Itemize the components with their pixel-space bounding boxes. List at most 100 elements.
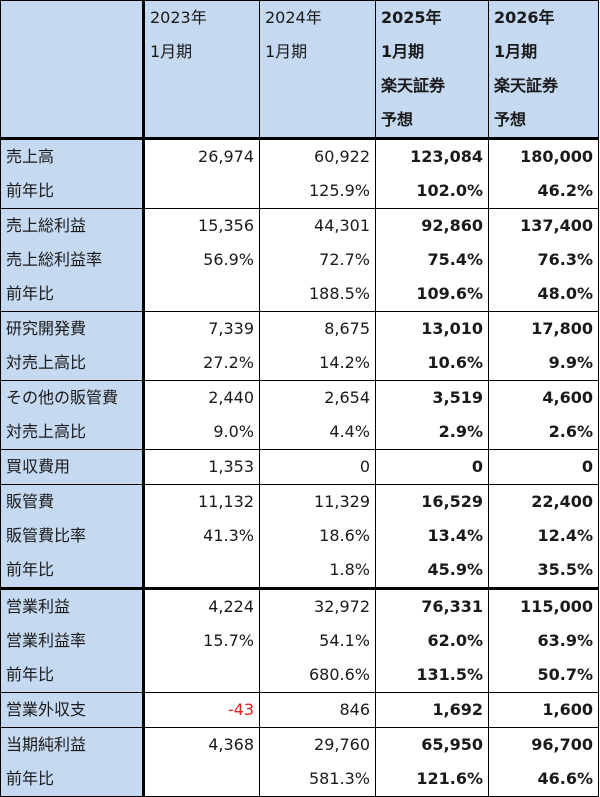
row-label: 販管費: [0, 484, 145, 519]
table-cell: 125.9%: [259, 174, 376, 209]
table-row: 売上総利益 15,356 44,301 92,860 137,400: [0, 208, 599, 243]
table-cell: 846: [259, 692, 376, 728]
table-cell: 45.9%: [375, 553, 489, 589]
table-cell: 180,000: [488, 138, 599, 174]
table-cell: 137,400: [488, 208, 599, 243]
table-cell: 32,972: [259, 587, 376, 624]
table-cell: -43: [143, 692, 260, 728]
table-cell: 2,440: [143, 380, 260, 415]
table-cell: 17,800: [488, 311, 599, 346]
table-cell: [143, 174, 260, 209]
table-cell: 29,760: [259, 727, 376, 762]
table-cell: [143, 762, 260, 797]
table-cell: 76,331: [375, 587, 489, 624]
table-row: 対売上高比 27.2% 14.2% 10.6% 9.9%: [0, 346, 599, 381]
table-row: 売上総利益率 56.9% 72.7% 75.4% 76.3%: [0, 243, 599, 277]
table-cell: 72.7%: [259, 243, 376, 277]
table-row: 販管費比率 41.3% 18.6% 13.4% 12.4%: [0, 519, 599, 553]
table-row: 営業利益率 15.7% 54.1% 62.0% 63.9%: [0, 624, 599, 658]
table-cell: 9.0%: [143, 415, 260, 450]
table-cell: 1,353: [143, 449, 260, 485]
table-cell: 44,301: [259, 208, 376, 243]
table-row: 営業利益 4,224 32,972 76,331 115,000: [0, 587, 599, 624]
row-label: 売上総利益: [0, 208, 145, 243]
row-label: 前年比: [0, 553, 145, 589]
header-fy2026-forecast: 2026年 1月期 楽天証券 予想: [488, 0, 599, 140]
table-cell: 4,224: [143, 587, 260, 624]
table-cell: 76.3%: [488, 243, 599, 277]
table-row: 営業外収支 -43 846 1,692 1,600: [0, 692, 599, 728]
table-cell: 65,950: [375, 727, 489, 762]
table-body: 売上高 26,974 60,922 123,084 180,000 前年比 125.9% 10…: [0, 138, 599, 797]
table-row: 研究開発費 7,339 8,675 13,010 17,800: [0, 311, 599, 346]
table-cell: 2.9%: [375, 415, 489, 450]
row-label: 前年比: [0, 762, 145, 797]
table-cell: 0: [488, 449, 599, 485]
table-cell: 15,356: [143, 208, 260, 243]
table-cell: 15.7%: [143, 624, 260, 658]
table-cell: 0: [259, 449, 376, 485]
row-label: その他の販管費: [0, 380, 145, 415]
header-fy2025-forecast: 2025年 1月期 楽天証券 予想: [375, 0, 489, 140]
table-cell: 62.0%: [375, 624, 489, 658]
table-row: 販管費 11,132 11,329 16,529 22,400: [0, 484, 599, 519]
table-cell: 1,600: [488, 692, 599, 728]
table-cell: 11,132: [143, 484, 260, 519]
table-row: その他の販管費 2,440 2,654 3,519 4,600: [0, 380, 599, 415]
table-cell: 680.6%: [259, 658, 376, 693]
table-row: 前年比 125.9% 102.0% 46.2%: [0, 174, 599, 209]
table-cell: 75.4%: [375, 243, 489, 277]
table-cell: 54.1%: [259, 624, 376, 658]
table-row: 当期純利益 4,368 29,760 65,950 96,700: [0, 727, 599, 762]
table-cell: 18.6%: [259, 519, 376, 553]
table-row: 前年比 1.8% 45.9% 35.5%: [0, 553, 599, 589]
table-cell: 13.4%: [375, 519, 489, 553]
table-cell: 3,519: [375, 380, 489, 415]
table-cell: 102.0%: [375, 174, 489, 209]
table-cell: 2,654: [259, 380, 376, 415]
table-cell: 2.6%: [488, 415, 599, 450]
row-label: 販管費比率: [0, 519, 145, 553]
row-label: 営業外収支: [0, 692, 145, 728]
table-cell: 50.7%: [488, 658, 599, 693]
table-cell: 188.5%: [259, 277, 376, 312]
table-cell: 27.2%: [143, 346, 260, 381]
table-cell: 4,368: [143, 727, 260, 762]
table-cell: 92,860: [375, 208, 489, 243]
table-cell: 4.4%: [259, 415, 376, 450]
table-row: 前年比 680.6% 131.5% 50.7%: [0, 658, 599, 693]
row-label: 売上高: [0, 138, 145, 174]
table-row: 売上高 26,974 60,922 123,084 180,000: [0, 138, 599, 174]
table-cell: 35.5%: [488, 553, 599, 589]
row-label: 研究開発費: [0, 311, 145, 346]
table-row: 前年比 188.5% 109.6% 48.0%: [0, 277, 599, 312]
table-cell: 1,692: [375, 692, 489, 728]
header-row: 2023年 1月期 2024年 1月期 2025年 1月期 楽天証券 予想 2026年 1月…: [0, 0, 599, 140]
header-fy2024: 2024年 1月期: [259, 0, 376, 140]
table-cell: 41.3%: [143, 519, 260, 553]
table-cell: 0: [375, 449, 489, 485]
table-cell: 26,974: [143, 138, 260, 174]
table-cell: 11,329: [259, 484, 376, 519]
table-cell: 581.3%: [259, 762, 376, 797]
table-cell: 12.4%: [488, 519, 599, 553]
row-label: 前年比: [0, 658, 145, 693]
table-row: 前年比 581.3% 121.6% 46.6%: [0, 762, 599, 797]
table-cell: 115,000: [488, 587, 599, 624]
row-label: 買収費用: [0, 449, 145, 485]
table-row: 買収費用 1,353 0 0 0: [0, 449, 599, 485]
header-fy2023: 2023年 1月期: [143, 0, 260, 140]
table-cell: 8,675: [259, 311, 376, 346]
table-cell: [143, 277, 260, 312]
row-label: 対売上高比: [0, 415, 145, 450]
table-cell: 48.0%: [488, 277, 599, 312]
table-cell: 109.6%: [375, 277, 489, 312]
table-cell: [143, 553, 260, 589]
table-cell: 4,600: [488, 380, 599, 415]
table-cell: 9.9%: [488, 346, 599, 381]
table-cell: 96,700: [488, 727, 599, 762]
table-cell: 13,010: [375, 311, 489, 346]
row-label: 売上総利益率: [0, 243, 145, 277]
table-cell: 123,084: [375, 138, 489, 174]
row-label: 営業利益: [0, 587, 145, 624]
